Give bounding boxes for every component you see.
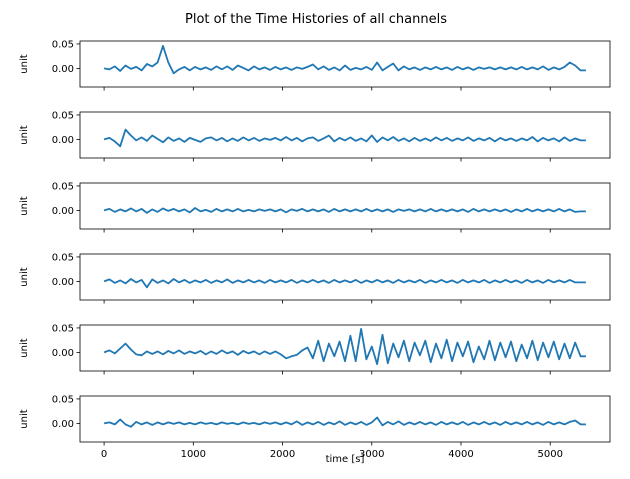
y-axis-label: unit bbox=[19, 338, 30, 357]
y-tick-label: 0.05 bbox=[52, 110, 74, 121]
y-axis-label: unit bbox=[19, 409, 30, 428]
series-line-channel-3 bbox=[103, 207, 586, 214]
subplot-frame bbox=[79, 395, 611, 443]
subplot-4: 0.00 0.05 unit bbox=[19, 252, 611, 304]
series-line-channel-6 bbox=[103, 416, 586, 428]
y-tick-label: 0.05 bbox=[52, 394, 74, 405]
y-tick-label: 0.05 bbox=[52, 181, 74, 192]
series-line-channel-2 bbox=[103, 128, 586, 148]
y-tick-label: 0.05 bbox=[52, 39, 74, 50]
y-tick-label: 0.00 bbox=[52, 277, 74, 288]
subplot-frame bbox=[79, 111, 611, 159]
y-axis-label: unit bbox=[19, 125, 30, 144]
series-line-channel-4 bbox=[103, 278, 586, 289]
y-tick-label: 0.05 bbox=[52, 252, 74, 263]
subplot-frame bbox=[79, 253, 611, 301]
subplot-5: 0.00 0.05 unit bbox=[19, 323, 611, 375]
y-axis-label: unit bbox=[19, 196, 30, 215]
y-axis-label: unit bbox=[19, 267, 30, 286]
y-axis-label: unit bbox=[19, 54, 30, 73]
subplot-2: 0.00 0.05 unit bbox=[19, 110, 611, 162]
subplot-frame bbox=[79, 182, 611, 230]
subplot-1: 0.00 0.05 unit bbox=[19, 39, 611, 91]
y-tick-label: 0.00 bbox=[52, 419, 74, 430]
x-tick-label: 4000 bbox=[448, 449, 473, 460]
y-tick-label: 0.00 bbox=[52, 135, 74, 146]
x-axis-label: time [s] bbox=[326, 454, 365, 465]
x-tick-label: 5000 bbox=[537, 449, 562, 460]
x-tick-label: 1000 bbox=[181, 449, 206, 460]
x-tick-label: 2000 bbox=[270, 449, 295, 460]
subplot-6: 0.00 0.05 0 1000 2000 3000 4000 5000 unit bbox=[19, 394, 611, 460]
x-tick-label: 3000 bbox=[359, 449, 384, 460]
series-line-channel-5 bbox=[103, 327, 586, 366]
chart-title: Plot of the Time Histories of all channe… bbox=[185, 12, 447, 27]
y-tick-label: 0.00 bbox=[52, 64, 74, 75]
y-tick-label: 0.00 bbox=[52, 348, 74, 359]
subplot-frame bbox=[79, 40, 611, 88]
y-tick-label: 0.05 bbox=[52, 323, 74, 334]
subplot-3: 0.00 0.05 unit bbox=[19, 181, 611, 233]
y-tick-label: 0.00 bbox=[52, 206, 74, 217]
series-line-channel-1 bbox=[103, 45, 586, 75]
panels: 0.000.05unit0.000.05unit0.000.05unit0.00… bbox=[19, 39, 611, 460]
subplot-frame bbox=[79, 324, 611, 372]
x-tick-label: 0 bbox=[101, 449, 107, 460]
